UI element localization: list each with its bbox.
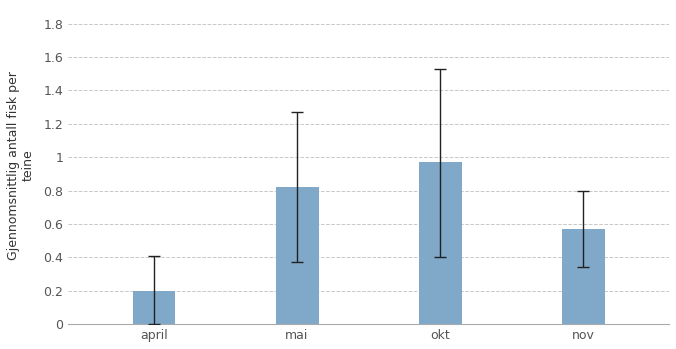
Bar <box>276 187 318 324</box>
Bar <box>418 162 462 324</box>
Y-axis label: Gjennomsnittlig antall fisk per
teine: Gjennomsnittlig antall fisk per teine <box>7 71 35 260</box>
Bar <box>132 291 176 324</box>
Bar <box>562 229 604 324</box>
